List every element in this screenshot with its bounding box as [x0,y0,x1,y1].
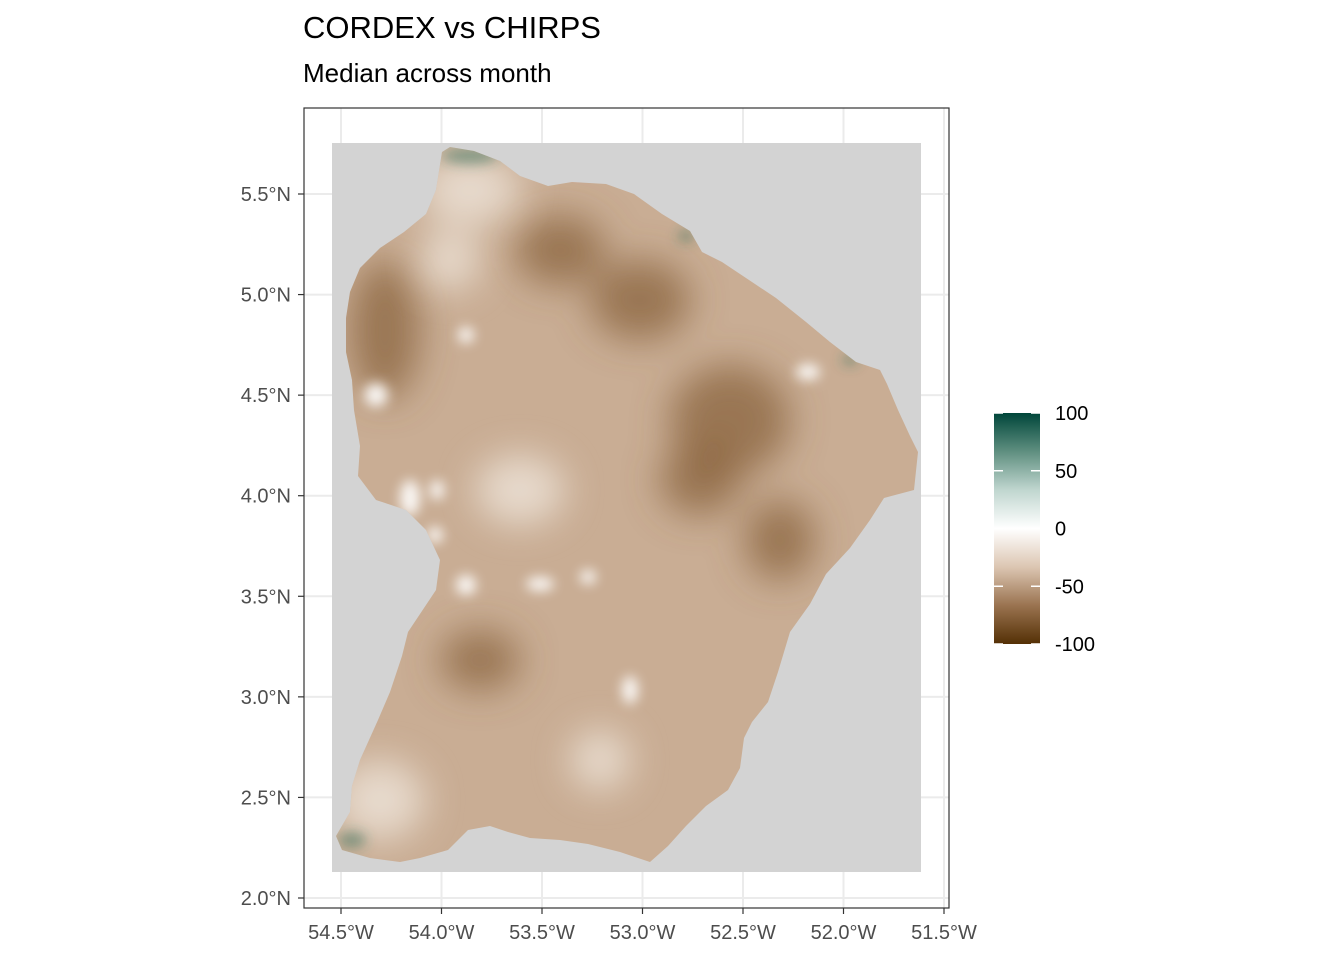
y-tick-label: 4.0°N [241,486,291,508]
x-axis: 54.5°W 54.0°W 53.5°W 53.0°W 52.5°W 52.0°W 51.5… [308,908,977,944]
y-tick-label: 5.5°N [241,184,291,206]
y-tick-label: 3.0°N [241,687,291,709]
x-tick-label: 54.0°W [409,922,475,944]
y-tick-label: 2.0°N [241,888,291,910]
legend-tick-label: 100 [1055,403,1088,425]
x-tick-label: 53.0°W [610,922,676,944]
x-tick-label: 52.0°W [811,922,877,944]
chart-subtitle: Median across month [303,58,552,88]
y-tick-label: 4.5°N [241,385,291,407]
x-tick-label: 54.5°W [308,922,374,944]
legend-tick-label: 0 [1055,519,1066,541]
study-region [336,147,918,862]
legend-tick-label: 50 [1055,461,1077,483]
legend-tick-label: -100 [1055,634,1095,656]
x-tick-label: 53.5°W [509,922,575,944]
y-tick-label: 3.5°N [241,586,291,608]
chart-title: CORDEX vs CHIRPS [303,10,601,45]
x-tick-label: 52.5°W [710,922,776,944]
y-tick-label: 5.0°N [241,285,291,307]
y-tick-label: 2.5°N [241,787,291,809]
plot-border [303,107,950,909]
legend: 100 50 0 -50 -100 [994,403,1095,656]
x-tick-label: 51.5°W [911,922,977,944]
y-axis: 5.5°N 5.0°N 4.5°N 4.0°N 3.5°N 3.0°N 2.5°N 2.0°N [241,184,304,910]
legend-tick-label: -50 [1055,576,1084,598]
